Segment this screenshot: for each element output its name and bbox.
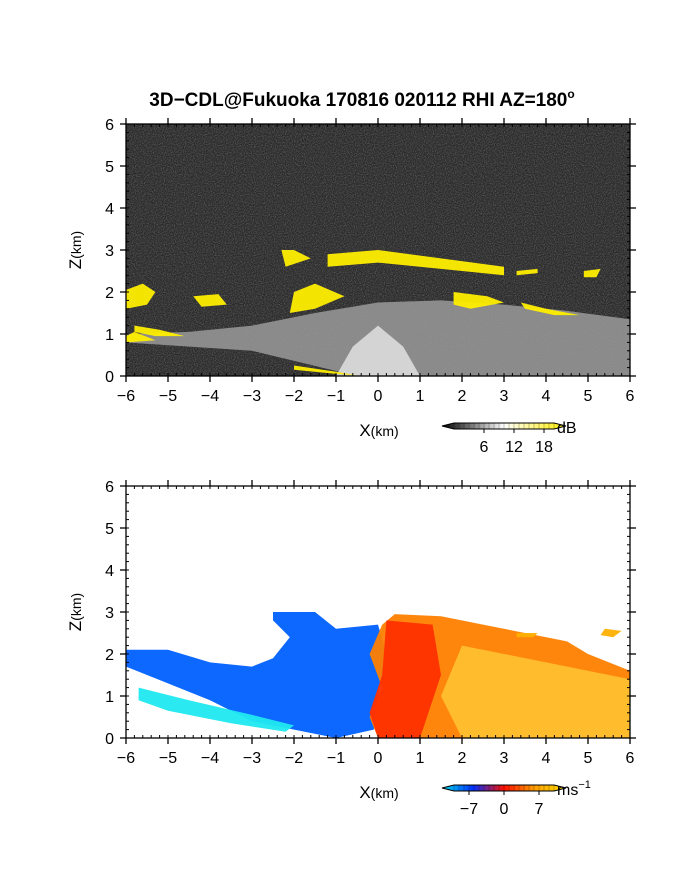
velocity-y-axis-label: Z(km) bbox=[66, 593, 85, 631]
velocity-x-tick-label: −5 bbox=[159, 750, 177, 767]
snr-high-snr-region-11 bbox=[294, 365, 357, 376]
snr-high-snr-region-2 bbox=[281, 250, 311, 267]
velocity-receding-fast-region-3 bbox=[441, 645, 630, 738]
snr-echo-core-region-1 bbox=[336, 325, 420, 376]
velocity-x-tick-label: −6 bbox=[117, 750, 135, 767]
velocity-x-tick-label: 0 bbox=[374, 750, 383, 767]
velocity-axes: −6 −5 −4 −3 −2 −1 0 1 2 3 4 5 6 0 1 2 3 4 5 6 X(km) Z(km) bbox=[66, 479, 636, 802]
snr-high-snr-region-5 bbox=[453, 292, 504, 309]
snr-panel: −6 −5 −4 −3 −2 −1 0 1 2 3 4 5 6 0 1 2 3 4 5 6 X(km) Z(km) bbox=[66, 117, 636, 440]
snr-y-tick-label: 6 bbox=[105, 117, 114, 134]
velocity-x-tick-label: −3 bbox=[243, 750, 261, 767]
snr-x-axis-label: X(km) bbox=[359, 421, 398, 440]
velocity-y-tick-label: 2 bbox=[105, 647, 114, 664]
snr-high-snr-region-10 bbox=[126, 331, 156, 343]
velocity-colorbar: −7 0 7 ms−1 bbox=[441, 779, 591, 818]
snr-colorbar: 6 12 18 dB bbox=[441, 420, 577, 456]
snr-x-tick-label: 4 bbox=[542, 388, 551, 405]
snr-x-tick-label: −1 bbox=[327, 388, 345, 405]
snr-x-tick-label: −4 bbox=[201, 388, 219, 405]
velocity-x-tick-label: 2 bbox=[458, 750, 467, 767]
snr-x-tick-label: 5 bbox=[584, 388, 593, 405]
snr-high-snr-region-3 bbox=[327, 250, 504, 276]
snr-y-tick-label: 5 bbox=[105, 159, 114, 176]
velocity-x-tick-label: 3 bbox=[500, 750, 509, 767]
snr-y-tick-label: 2 bbox=[105, 285, 114, 302]
velocity-receding-near-region-4 bbox=[369, 620, 441, 738]
snr-high-snr-region-4 bbox=[289, 283, 345, 313]
velocity-x-tick-label: 1 bbox=[416, 750, 425, 767]
velocity-x-tick-label: 6 bbox=[626, 750, 635, 767]
velocity-y-tick-label: 3 bbox=[105, 605, 114, 622]
velocity-colorbar-tick-label: −7 bbox=[460, 801, 478, 818]
velocity-y-tick-label: 4 bbox=[105, 563, 114, 580]
velocity-y-tick-label: 5 bbox=[105, 521, 114, 538]
velocity-x-tick-label: 5 bbox=[584, 750, 593, 767]
chart-title: 3D−CDL@Fukuoka 170816 020112 RHI AZ=180o bbox=[149, 87, 574, 111]
velocity-x-tick-label: −4 bbox=[201, 750, 219, 767]
snr-x-tick-label: −2 bbox=[285, 388, 303, 405]
snr-colorbar-unit: dB bbox=[557, 420, 577, 437]
snr-x-tick-label: 0 bbox=[374, 388, 383, 405]
snr-x-tick-label: −3 bbox=[243, 388, 261, 405]
snr-echo-layers bbox=[126, 250, 630, 376]
snr-colorbar-tick-label: 6 bbox=[480, 439, 489, 456]
velocity-colorbar-ticks: −7 0 7 bbox=[453, 785, 555, 818]
snr-colorbar-ticks: 6 12 18 bbox=[453, 423, 555, 456]
velocity-y-tick-label: 6 bbox=[105, 479, 114, 496]
velocity-approaching-fast-region-1 bbox=[138, 687, 294, 732]
snr-high-snr-region-6 bbox=[520, 302, 580, 316]
snr-colorbar-tick-label: 18 bbox=[535, 439, 553, 456]
snr-y-tick-label: 1 bbox=[105, 327, 114, 344]
velocity-receding-fast-region-5 bbox=[600, 628, 622, 638]
snr-axes: −6 −5 −4 −3 −2 −1 0 1 2 3 4 5 6 0 1 2 3 4 5 6 X(km) Z(km) bbox=[66, 117, 636, 440]
snr-y-tick-label: 0 bbox=[105, 369, 114, 386]
velocity-x-axis-label: X(km) bbox=[359, 783, 398, 802]
velocity-x-tick-label: 4 bbox=[542, 750, 551, 767]
snr-high-snr-region-13 bbox=[583, 268, 601, 278]
snr-x-tick-label: 3 bbox=[500, 388, 509, 405]
snr-x-tick-label: 1 bbox=[416, 388, 425, 405]
snr-y-tick-label: 3 bbox=[105, 243, 114, 260]
snr-x-tick-label: −6 bbox=[117, 388, 135, 405]
snr-high-snr-region-8 bbox=[193, 294, 227, 307]
velocity-y-tick-label: 1 bbox=[105, 689, 114, 706]
velocity-x-tick-label: −1 bbox=[327, 750, 345, 767]
velocity-panel: −6 −5 −4 −3 −2 −1 0 1 2 3 4 5 6 0 1 2 3 4 5 6 X(km) Z(km) bbox=[66, 479, 636, 802]
velocity-colorbar-unit: ms−1 bbox=[557, 779, 591, 799]
velocity-colorbar-tick-label: 0 bbox=[500, 801, 509, 818]
velocity-receding-fast-region-6 bbox=[516, 633, 538, 638]
snr-high-snr-region-9 bbox=[134, 325, 185, 337]
snr-y-axis-label: Z(km) bbox=[66, 231, 85, 269]
snr-colorbar-tick-label: 12 bbox=[505, 439, 523, 456]
velocity-colorbar-tick-label: 7 bbox=[535, 801, 544, 818]
snr-x-tick-label: 6 bbox=[626, 388, 635, 405]
snr-y-tick-label: 4 bbox=[105, 201, 114, 218]
snr-x-tick-label: −5 bbox=[159, 388, 177, 405]
snr-x-tick-label: 2 bbox=[458, 388, 467, 405]
velocity-approaching-region-0 bbox=[126, 612, 387, 738]
velocity-y-tick-label: 0 bbox=[105, 731, 114, 748]
velocity-echo-layers bbox=[126, 612, 630, 738]
snr-high-snr-region-7 bbox=[126, 283, 156, 309]
velocity-x-tick-label: −2 bbox=[285, 750, 303, 767]
snr-high-snr-region-12 bbox=[516, 268, 538, 276]
